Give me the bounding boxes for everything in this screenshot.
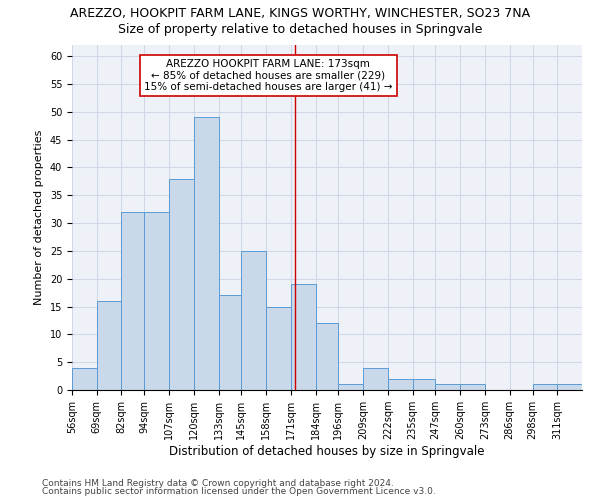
X-axis label: Distribution of detached houses by size in Springvale: Distribution of detached houses by size … [169,445,485,458]
Text: Contains HM Land Registry data © Crown copyright and database right 2024.: Contains HM Land Registry data © Crown c… [42,478,394,488]
Bar [460,384,485,390]
Text: AREZZO, HOOKPIT FARM LANE, KINGS WORTHY, WINCHESTER, SO23 7NA: AREZZO, HOOKPIT FARM LANE, KINGS WORTHY,… [70,8,530,20]
Bar [145,212,169,390]
Bar [121,212,145,390]
Text: Size of property relative to detached houses in Springvale: Size of property relative to detached ho… [118,22,482,36]
Text: AREZZO HOOKPIT FARM LANE: 173sqm
← 85% of detached houses are smaller (229)
15% : AREZZO HOOKPIT FARM LANE: 173sqm ← 85% o… [144,59,392,92]
Bar [316,323,338,390]
Bar [194,118,218,390]
Bar [413,379,436,390]
Y-axis label: Number of detached properties: Number of detached properties [34,130,44,305]
Bar [266,306,291,390]
Bar [291,284,316,390]
Bar [218,296,241,390]
Bar [97,301,121,390]
Bar [533,384,557,390]
Bar [363,368,388,390]
Bar [241,251,266,390]
Bar [436,384,460,390]
Bar [338,384,363,390]
Text: Contains public sector information licensed under the Open Government Licence v3: Contains public sector information licen… [42,487,436,496]
Bar [169,178,194,390]
Bar [72,368,97,390]
Bar [388,379,413,390]
Bar [557,384,582,390]
